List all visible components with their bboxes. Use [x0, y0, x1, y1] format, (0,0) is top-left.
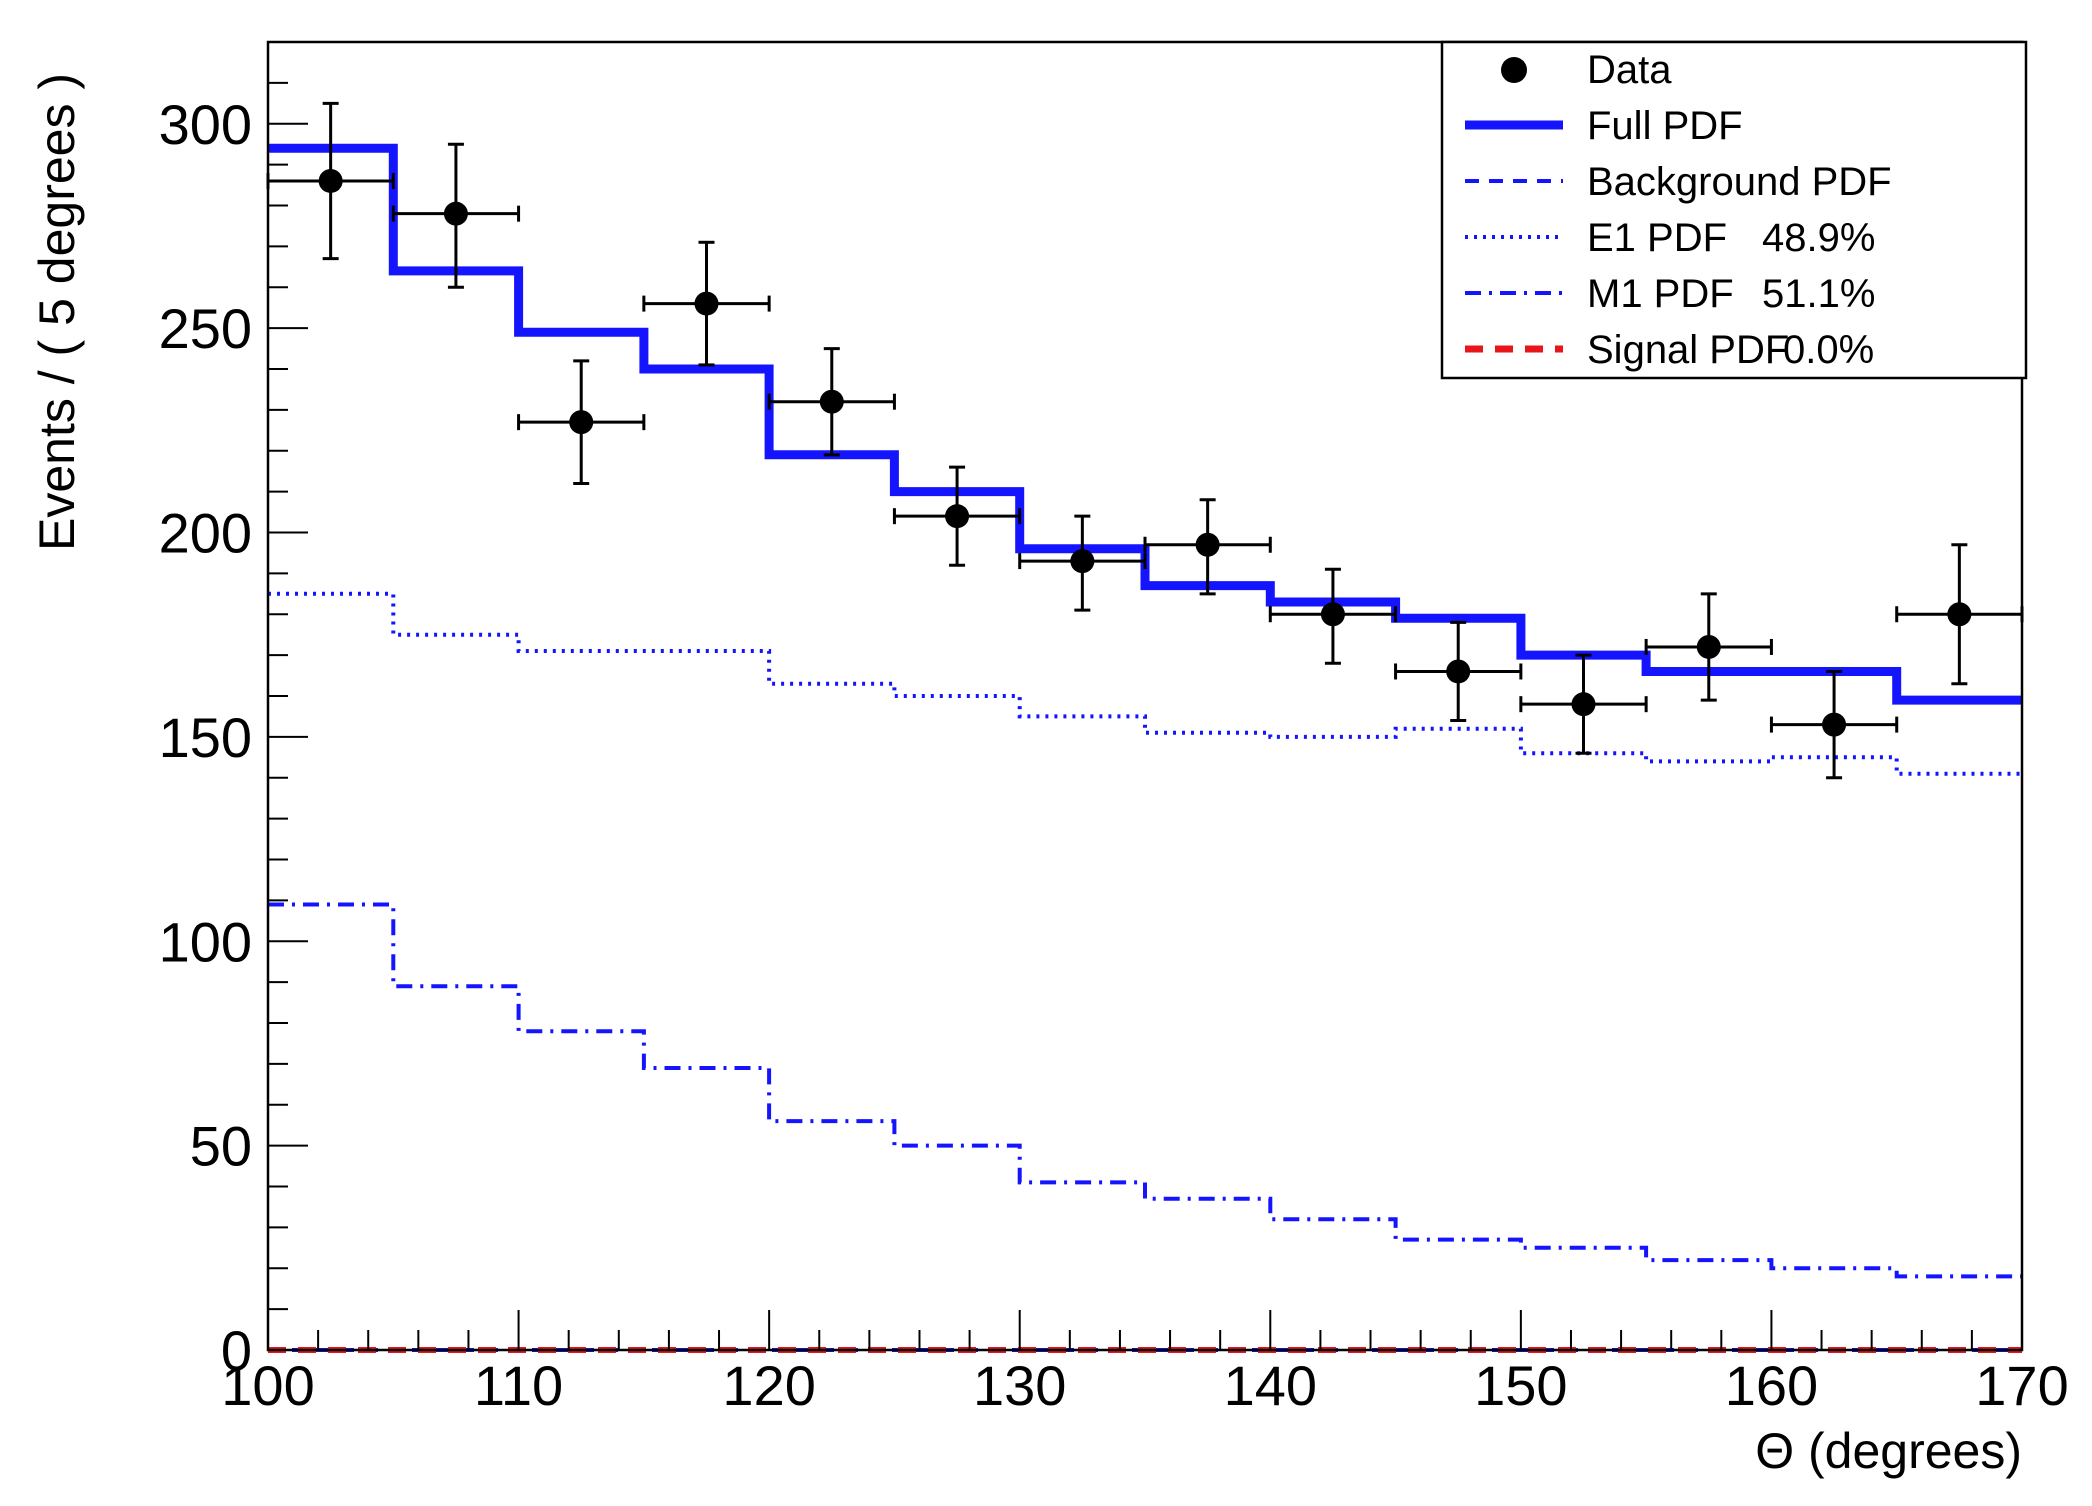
data-point: [1822, 712, 1847, 737]
data-point: [569, 410, 594, 435]
y-tick-label: 0: [221, 1319, 252, 1382]
x-tick-label: 160: [1725, 1354, 1818, 1417]
x-axis-title: Θ (degrees): [1755, 1423, 2022, 1479]
legend-label-background-pdf: Background PDF: [1587, 160, 1892, 204]
y-tick-label: 100: [159, 910, 252, 973]
y-tick-label: 200: [159, 502, 252, 565]
legend-box: [1440, 40, 2028, 380]
y-tick-label: 250: [159, 297, 252, 360]
legend-value-signal-pdf: 0.0%: [1783, 328, 1874, 372]
data-point: [1696, 634, 1721, 659]
data-points: [266, 101, 2024, 780]
data-point: [1320, 602, 1345, 627]
data-point: [1571, 692, 1596, 717]
x-tick-label: 120: [722, 1354, 815, 1417]
legend-value-e1-pdf: 48.9%: [1762, 216, 1875, 260]
legend-label-data: Data: [1587, 48, 1672, 92]
series-m1-pdf: [268, 902, 2022, 1279]
legend-label-full-pdf: Full PDF: [1587, 104, 1743, 148]
data-point: [819, 389, 844, 414]
y-tick-label: 300: [159, 93, 252, 156]
legend-label-signal-pdf: Signal PDF: [1587, 328, 1789, 372]
x-tick-label: 140: [1224, 1354, 1317, 1417]
data-point: [1947, 602, 1972, 627]
y-tick-label: 150: [159, 706, 252, 769]
legend: Data Full PDF Background PDF E1 PDF 48.9…: [1440, 40, 2028, 380]
y-tick-label: 50: [190, 1115, 252, 1178]
data-point: [1195, 532, 1220, 557]
data-point: [694, 291, 719, 316]
x-tick-label: 130: [973, 1354, 1066, 1417]
legend-symbol-data: [1501, 57, 1527, 83]
legend-label-e1-pdf: E1 PDF: [1587, 216, 1727, 260]
x-tick-label: 170: [1975, 1354, 2068, 1417]
x-tick-label: 100: [221, 1354, 314, 1417]
data-point: [945, 504, 970, 529]
x-tick-label: 150: [1474, 1354, 1567, 1417]
data-point: [1446, 659, 1471, 684]
y-axis-title: Events / ( 5 degrees ): [29, 73, 85, 551]
legend-value-m1-pdf: 51.1%: [1762, 272, 1875, 316]
legend-label-m1-pdf: M1 PDF: [1587, 272, 1734, 316]
data-point: [1070, 549, 1095, 574]
axes: 0 50 100 150 200 250 300 100 110 120 130 140 150 160 1…: [159, 40, 2069, 1417]
x-tick-label: 110: [474, 1354, 563, 1417]
series-e1-pdf: [268, 591, 2022, 776]
data-point: [318, 168, 343, 193]
data-point: [443, 201, 468, 226]
